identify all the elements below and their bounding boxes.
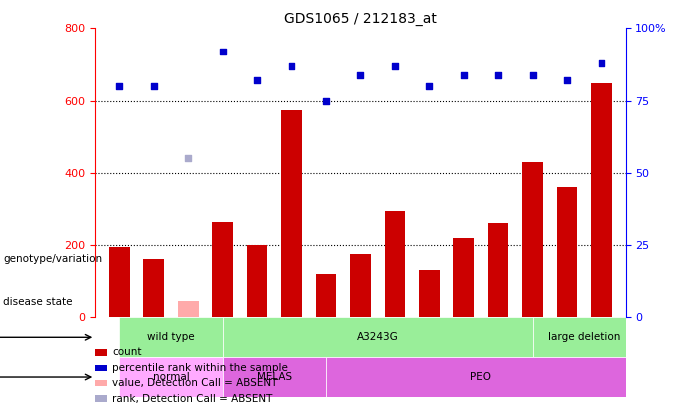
Text: count: count [112,347,141,357]
Text: PEO: PEO [471,372,492,382]
Point [114,83,124,90]
Bar [222,357,326,397]
Bar [419,271,439,318]
Text: wild type: wild type [147,332,194,342]
Bar [119,357,222,397]
Point [562,77,573,83]
Bar [384,211,405,318]
Text: disease state: disease state [3,297,73,307]
Bar [109,247,130,318]
Bar [454,238,474,318]
Text: large deletion: large deletion [548,332,620,342]
Text: normal: normal [152,372,189,382]
Bar [247,245,267,318]
Bar [522,162,543,318]
Text: percentile rank within the sample: percentile rank within the sample [112,363,288,373]
Bar [212,222,233,318]
Text: MELAS: MELAS [257,372,292,382]
Point [390,63,401,69]
Point [286,63,297,69]
Bar [178,301,199,318]
Text: value, Detection Call = ABSENT: value, Detection Call = ABSENT [112,378,277,388]
Point [596,60,607,66]
Bar [282,110,302,318]
Point [252,77,262,83]
Bar [326,357,636,397]
Text: rank, Detection Call = ABSENT: rank, Detection Call = ABSENT [112,394,273,403]
Point [217,48,228,55]
Bar [222,318,532,357]
Point [320,97,331,104]
Bar [591,83,612,318]
Title: GDS1065 / 212183_at: GDS1065 / 212183_at [284,12,437,26]
Text: A3243G: A3243G [357,332,398,342]
Point [148,83,159,90]
Bar [143,258,164,318]
Point [183,155,194,162]
Bar [119,318,222,357]
Point [493,71,504,78]
Bar [488,224,509,318]
Bar [532,318,636,357]
Point [355,71,366,78]
Bar [316,274,337,318]
Point [527,71,538,78]
Bar [557,188,577,318]
Point [424,83,435,90]
Text: genotype/variation: genotype/variation [3,254,103,264]
Point [458,71,469,78]
Bar [350,254,371,318]
